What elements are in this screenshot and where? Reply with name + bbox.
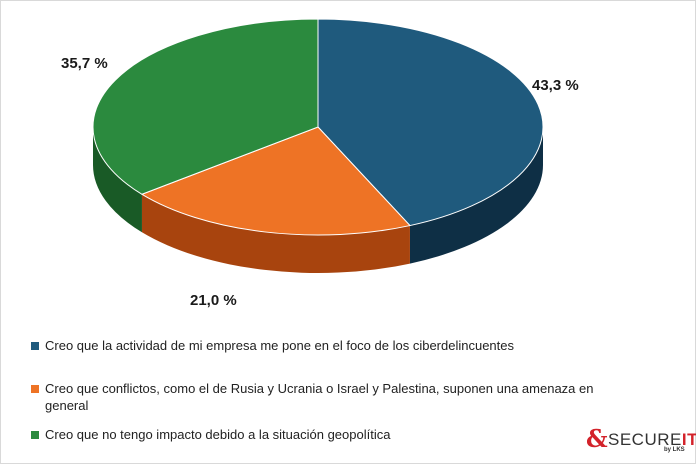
legend-swatch bbox=[31, 342, 39, 350]
pie-slice-3 bbox=[92, 18, 319, 195]
legend-label: Creo que conflictos, como el de Rusia y … bbox=[45, 381, 594, 413]
legend-swatch bbox=[31, 431, 39, 439]
pie-slices bbox=[92, 18, 544, 236]
data-label-slice-1: 43,3 % bbox=[532, 77, 579, 94]
brand-sub: by LKS bbox=[664, 447, 685, 453]
data-label-slice-2: 21,0 % bbox=[190, 292, 237, 309]
brand-name-accent: IT bbox=[681, 430, 696, 449]
pie-slice-2 bbox=[140, 126, 411, 236]
secureit-logo: & SECUREIT by LKS bbox=[586, 424, 696, 456]
data-label-slice-3: 35,7 % bbox=[61, 55, 108, 72]
legend-label: Creo que no tengo impacto debido a la si… bbox=[45, 427, 391, 442]
legend-swatch bbox=[31, 385, 39, 393]
pie-side-slice-1 bbox=[409, 127, 543, 264]
legend-item: Creo que conflictos, como el de Rusia y … bbox=[31, 380, 605, 414]
pie-sides bbox=[93, 127, 543, 273]
brand-mark: & bbox=[586, 424, 608, 453]
legend-item: Creo que no tengo impacto debido a la si… bbox=[31, 426, 390, 443]
pie-slice-1 bbox=[317, 18, 544, 227]
pie-side-slice-2 bbox=[141, 194, 410, 273]
brand-name: SECUREIT bbox=[608, 430, 696, 450]
legend-item: Creo que la actividad de mi empresa me p… bbox=[31, 337, 514, 354]
pie-side-slice-3 bbox=[93, 127, 142, 233]
legend-label: Creo que la actividad de mi empresa me p… bbox=[45, 338, 514, 353]
brand-name-main: SECURE bbox=[608, 430, 682, 449]
pie-chart bbox=[92, 18, 544, 273]
